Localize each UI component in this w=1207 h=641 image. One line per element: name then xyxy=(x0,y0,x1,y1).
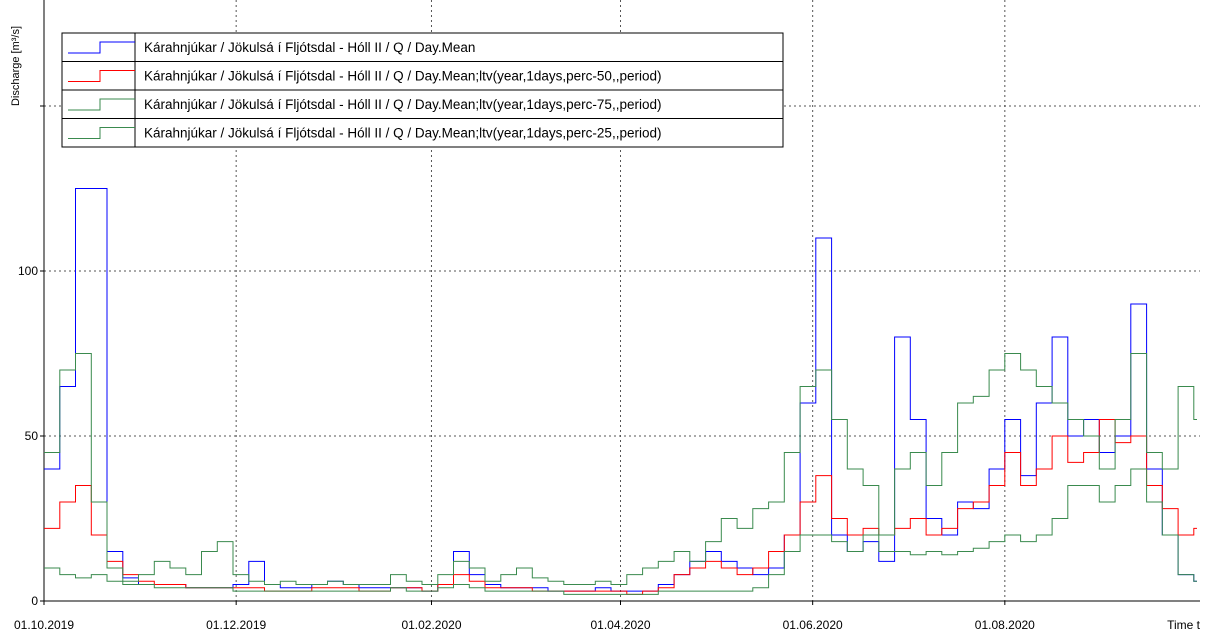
series-line xyxy=(44,353,1197,585)
legend-swatch xyxy=(68,127,135,139)
series-line xyxy=(44,419,1197,595)
x-tick-label: 01.08.2020 xyxy=(975,618,1035,632)
legend-label: Kárahnjúkar / Jökulsá í Fljótsdal - Hóll… xyxy=(144,97,661,112)
x-axis-label: Time t xyxy=(1167,618,1201,632)
y-tick-label: 0 xyxy=(31,594,38,608)
legend-swatch xyxy=(68,41,135,54)
legend-label: Kárahnjúkar / Jökulsá í Fljótsdal - Hóll… xyxy=(144,40,475,55)
x-tick-label: 01.06.2020 xyxy=(783,618,843,632)
legend-swatch xyxy=(68,70,135,82)
y-tick-label: 100 xyxy=(18,264,38,278)
legend-swatch xyxy=(68,98,135,111)
x-tick-label: 01.10.2019 xyxy=(14,618,74,632)
x-tick-label: 01.12.2019 xyxy=(206,618,266,632)
legend: Kárahnjúkar / Jökulsá í Fljótsdal - Hóll… xyxy=(61,32,784,148)
y-axis-label: Discharge [m³/s] xyxy=(10,26,22,106)
y-tick-label: 50 xyxy=(25,429,39,443)
series-line xyxy=(44,468,1197,595)
x-tick-label: 01.02.2020 xyxy=(401,618,461,632)
legend-label: Kárahnjúkar / Jökulsá í Fljótsdal - Hóll… xyxy=(144,69,661,84)
x-tick-label: 01.04.2020 xyxy=(590,618,650,632)
legend-label: Kárahnjúkar / Jökulsá í Fljótsdal - Hóll… xyxy=(144,126,661,141)
